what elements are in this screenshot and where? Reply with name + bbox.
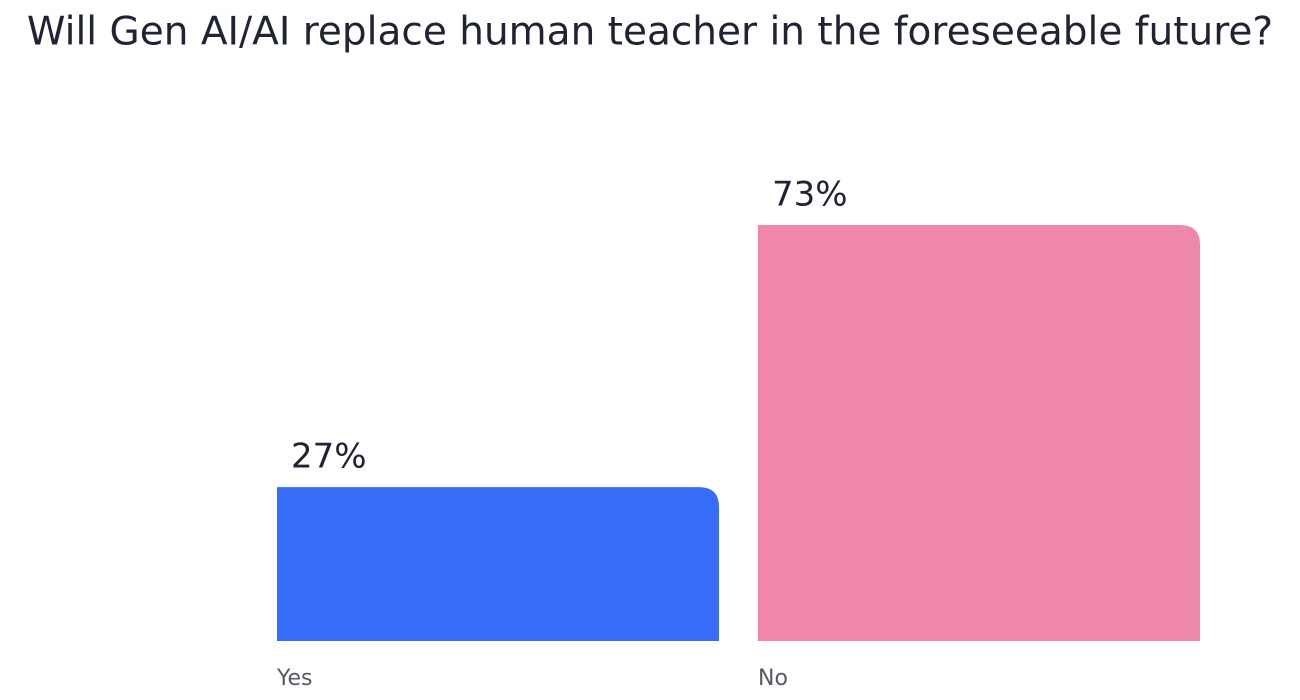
bar xyxy=(277,487,719,641)
bar xyxy=(758,225,1200,641)
chart-title: Will Gen AI/AI replace human teacher in … xyxy=(27,10,1273,55)
value-label: 27% xyxy=(291,437,367,477)
value-label: 73% xyxy=(772,175,848,215)
x-tick-label: No xyxy=(758,666,788,691)
x-tick-label: Yes xyxy=(276,666,313,691)
